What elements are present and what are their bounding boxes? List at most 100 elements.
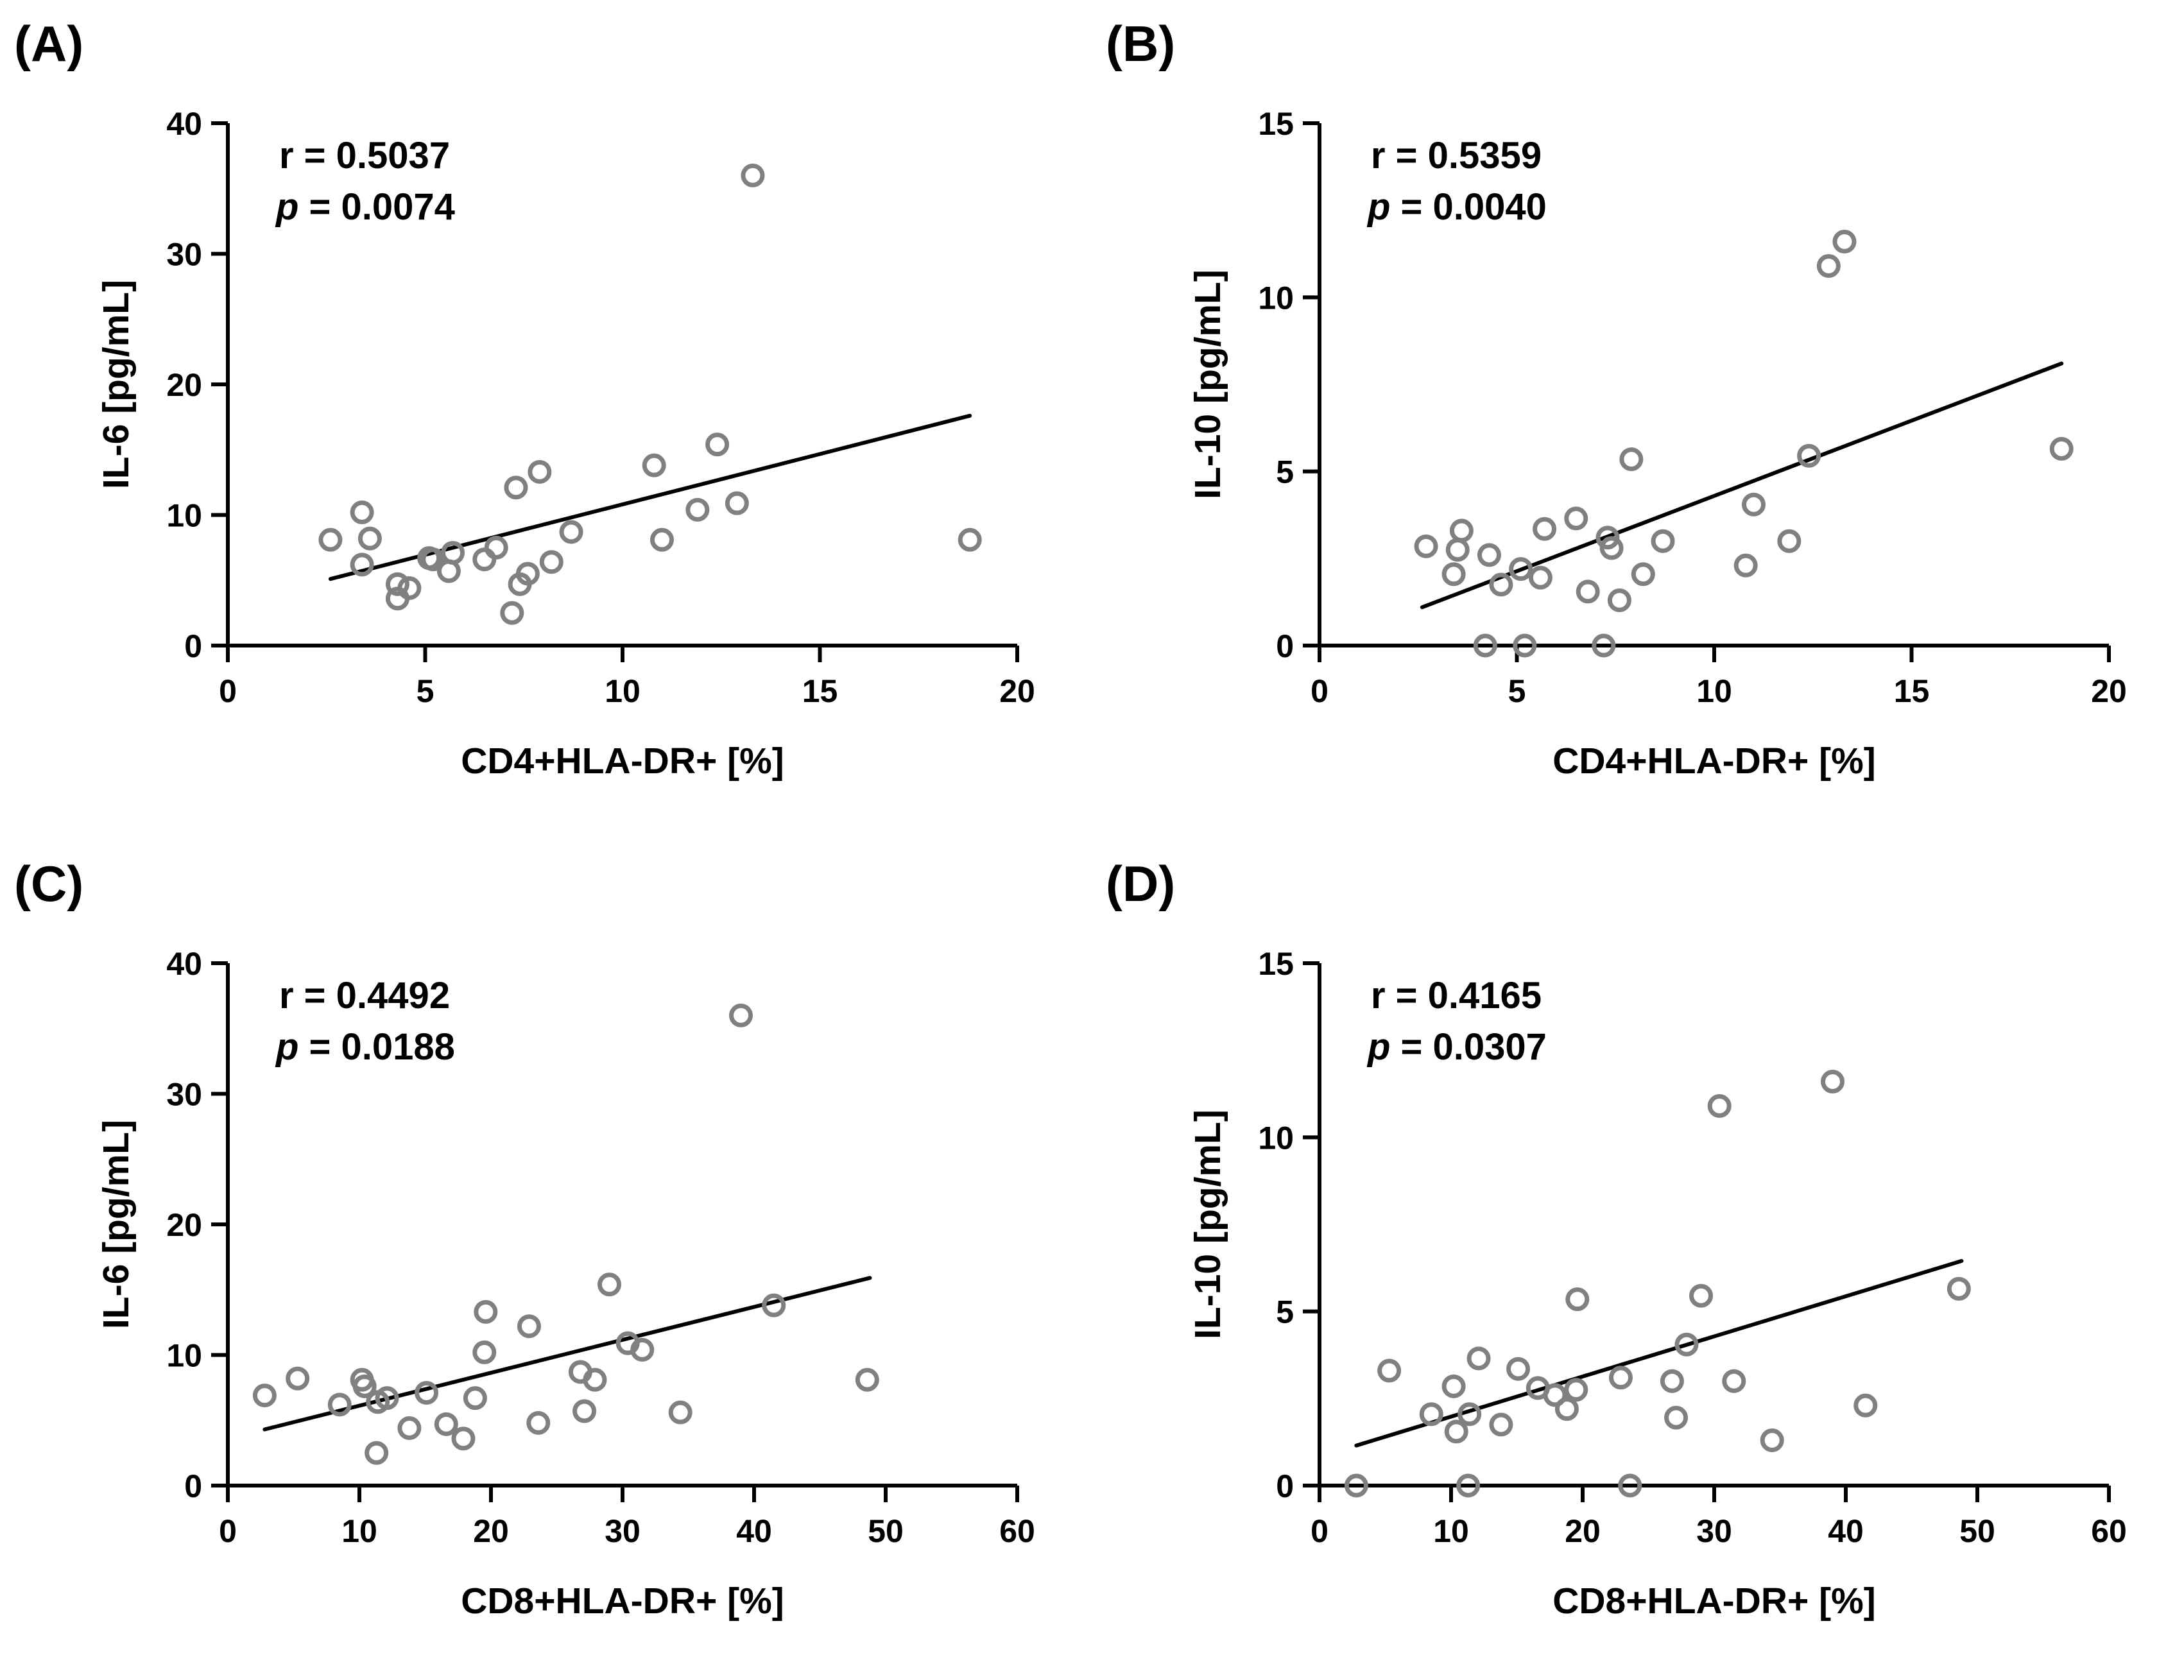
y-tick-label: 10 [1258, 280, 1294, 316]
data-point [1456, 1473, 1481, 1498]
y-tick-label: 40 [166, 106, 202, 142]
data-point [397, 576, 422, 600]
data-point [685, 497, 710, 522]
y-axis-title: IL-6 [pg/mL] [96, 280, 137, 489]
regression-line [262, 1276, 872, 1432]
y-tick-label: 15 [1258, 106, 1294, 142]
data-point [517, 1314, 541, 1339]
y-axis-title: IL-10 [pg/mL] [1187, 1110, 1228, 1339]
data-point [1473, 633, 1497, 658]
data-point [725, 491, 749, 515]
data-point [1595, 526, 1620, 550]
data-point [1543, 1383, 1567, 1407]
x-tick-label: 10 [341, 1513, 377, 1549]
data-point [572, 1399, 597, 1423]
y-tick-label: 5 [1276, 1294, 1294, 1330]
data-point [1513, 633, 1537, 658]
y-tick-label: 30 [166, 237, 202, 273]
y-tick-label: 40 [166, 946, 202, 982]
data-point [1449, 519, 1474, 543]
data-point [1689, 1283, 1713, 1308]
data-point [1564, 1378, 1588, 1402]
data-point [762, 1293, 786, 1317]
data-point [365, 1441, 389, 1465]
data-point [1533, 517, 1557, 541]
data-point [357, 526, 382, 551]
p-value-label: p = 0.0040 [1366, 186, 1547, 228]
data-point [1444, 1419, 1468, 1444]
data-point [1660, 1369, 1684, 1393]
panel-label: (A) [14, 15, 83, 72]
x-tick-label: 50 [868, 1513, 904, 1549]
data-point [515, 561, 540, 586]
y-tick-label: 20 [166, 1207, 202, 1243]
x-tick-label: 0 [219, 673, 237, 709]
p-value-text: = 0.0188 [298, 1026, 455, 1068]
panel-b: (B) 0 5 10 15 20 0 5 10 15 CD4+HLA-DR+ [%] IL-10 [p… [1092, 0, 2183, 840]
x-axis-title: CD4+HLA-DR+ [%] [461, 741, 784, 782]
data-point [1733, 553, 1758, 578]
x-tick-label: 30 [1696, 1513, 1732, 1549]
data-point [1506, 1357, 1531, 1381]
data-point [1631, 562, 1655, 587]
data-point [472, 1340, 497, 1364]
data-point [559, 520, 583, 544]
data-point [504, 476, 528, 500]
data-point [1344, 1473, 1368, 1498]
data-point [1707, 1093, 1732, 1118]
y-tick-label: 0 [1276, 628, 1294, 664]
y-tick-label: 20 [166, 367, 202, 403]
data-point [1528, 565, 1552, 590]
data-point [855, 1367, 879, 1392]
data-point [1947, 1276, 1971, 1301]
data-point [1664, 1405, 1689, 1430]
data-point [729, 1003, 753, 1027]
data-point [539, 550, 563, 574]
scatter-chart: (C) 0 10 20 30 40 50 60 0 10 20 30 40 CD8+HLA-DR+ [%]… [14, 855, 1035, 1622]
y-axis-title: IL-10 [pg/mL] [1187, 270, 1228, 499]
data-point [1651, 529, 1675, 553]
x-tick-label: 20 [999, 673, 1035, 709]
y-tick-label: 10 [166, 1338, 202, 1374]
data-point [1564, 506, 1588, 531]
data-point [434, 1412, 458, 1436]
data-point [1445, 538, 1470, 562]
x-tick-label: 0 [1311, 673, 1328, 709]
data-point [1821, 1070, 1844, 1094]
data-point [385, 572, 409, 596]
data-point [705, 433, 730, 457]
x-tick-label: 50 [1959, 1513, 1995, 1549]
data-point [1853, 1393, 1878, 1418]
x-tick-label: 20 [473, 1513, 509, 1549]
y-tick-label: 10 [1258, 1120, 1294, 1156]
data-point [352, 1374, 377, 1398]
data-point [421, 547, 445, 572]
x-tick-label: 10 [605, 673, 641, 709]
panel-c: (C) 0 10 20 30 40 50 60 0 10 20 30 40 CD8+HLA-DR+ [%]… [0, 840, 1092, 1680]
data-point [2049, 436, 2074, 461]
correlation-r-label: r = 0.4165 [1371, 975, 1542, 1016]
scatter-chart: (A) 0 5 10 15 20 0 10 20 30 40 CD4+HLA-DR+ [%] IL-6 … [14, 15, 1035, 782]
data-point [1554, 1397, 1579, 1421]
data-point [463, 1386, 487, 1410]
x-tick-label: 10 [1696, 673, 1732, 709]
y-tick-label: 5 [1276, 454, 1294, 490]
data-point [958, 527, 982, 552]
data-point [350, 500, 374, 524]
p-value-label: p = 0.0188 [275, 1026, 455, 1068]
data-point [1608, 1366, 1633, 1390]
x-tick-label: 15 [1894, 673, 1930, 709]
data-point [1760, 1428, 1784, 1452]
data-point [1674, 1332, 1699, 1357]
data-point [741, 163, 765, 187]
data-point [1797, 443, 1821, 468]
scatter-chart: (D) 0 10 20 30 40 50 60 0 5 10 15 CD8+HLA-DR+ [%] IL-… [1106, 855, 2127, 1622]
y-tick-label: 30 [166, 1077, 202, 1113]
correlation-r-label: r = 0.4492 [279, 975, 450, 1016]
data-point [484, 535, 508, 560]
x-axis-title: CD4+HLA-DR+ [%] [1552, 741, 1876, 782]
data-point [1377, 1359, 1402, 1383]
data-point [1466, 1346, 1491, 1371]
data-point [472, 547, 497, 572]
p-symbol: p [1366, 186, 1390, 228]
